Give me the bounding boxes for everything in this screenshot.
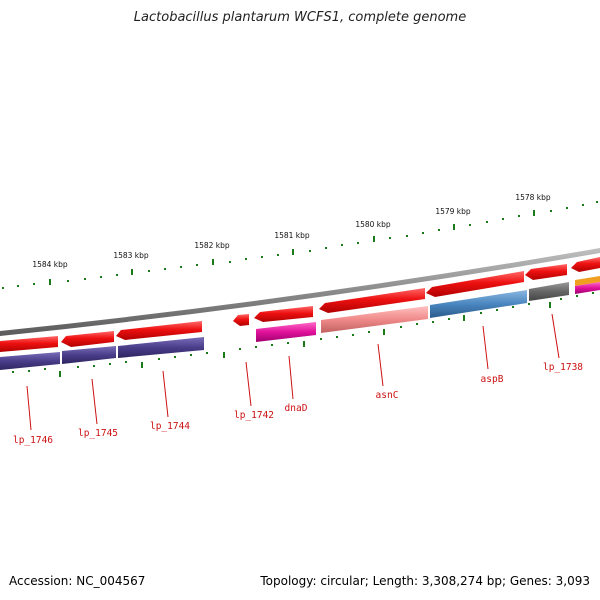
- cog-block: [118, 337, 204, 358]
- cog-block: [0, 352, 60, 370]
- cog-block: [256, 322, 316, 342]
- cds-arrow: [116, 321, 202, 340]
- cog-block: [575, 282, 600, 294]
- cds-arrow: [571, 257, 600, 272]
- kbp-label: 1581 kbp: [274, 231, 310, 240]
- major-tick: [383, 329, 385, 335]
- major-tick: [59, 371, 61, 377]
- major-tick: [49, 279, 51, 285]
- gene-label: lp_1744: [150, 421, 190, 432]
- major-tick: [453, 224, 455, 230]
- gene-label: lp_1742: [234, 410, 274, 421]
- genome-backbone: [0, 248, 600, 336]
- cog-block: [529, 282, 569, 301]
- major-tick: [533, 210, 535, 216]
- major-tick: [549, 302, 551, 308]
- cog-track: [0, 276, 600, 370]
- kbp-label: 1580 kbp: [355, 220, 391, 229]
- cds-arrow: [319, 288, 425, 313]
- cds-arrow: [254, 306, 313, 322]
- cog-block: [575, 276, 600, 286]
- major-tick: [303, 341, 305, 347]
- topology-text: Topology: circular; Length: 3,308,274 bp…: [260, 574, 590, 588]
- gene-label: asnC: [376, 390, 399, 401]
- gene-label: lp_1746: [13, 435, 53, 446]
- cds-arrow: [61, 331, 114, 347]
- gene-label: aspB: [481, 374, 504, 385]
- kbp-label: 1584 kbp: [32, 260, 68, 269]
- gene-label-leaders: [26, 313, 560, 431]
- major-tick: [373, 236, 375, 242]
- genome-title: Lactobacillus plantarum WCFS1, complete …: [133, 10, 467, 25]
- outer-tick-track: [2, 201, 598, 289]
- cds-arrow: [233, 314, 249, 326]
- gene-label: lp_1738: [543, 362, 583, 373]
- major-tick: [463, 315, 465, 321]
- accession-text: Accession: NC_004567: [9, 574, 146, 588]
- major-tick: [141, 362, 143, 368]
- kbp-label: 1578 kbp: [515, 193, 551, 202]
- cds-arrow: [426, 271, 524, 297]
- major-tick: [131, 269, 133, 275]
- kbp-label: 1579 kbp: [435, 207, 471, 216]
- cog-block: [321, 306, 428, 333]
- major-tick: [223, 352, 225, 358]
- gene-label: lp_1745: [78, 428, 118, 439]
- cog-block: [62, 346, 116, 364]
- major-tick: [292, 249, 294, 255]
- inner-tick-track: [12, 292, 594, 377]
- kbp-label: 1582 kbp: [194, 241, 230, 250]
- cds-arrow: [525, 264, 567, 280]
- cog-block: [430, 290, 527, 318]
- kbp-label: 1583 kbp: [113, 251, 149, 260]
- cds-arrow: [0, 336, 58, 352]
- cds-track: [0, 257, 600, 352]
- gene-label: dnaD: [285, 403, 308, 414]
- major-tick: [212, 259, 214, 265]
